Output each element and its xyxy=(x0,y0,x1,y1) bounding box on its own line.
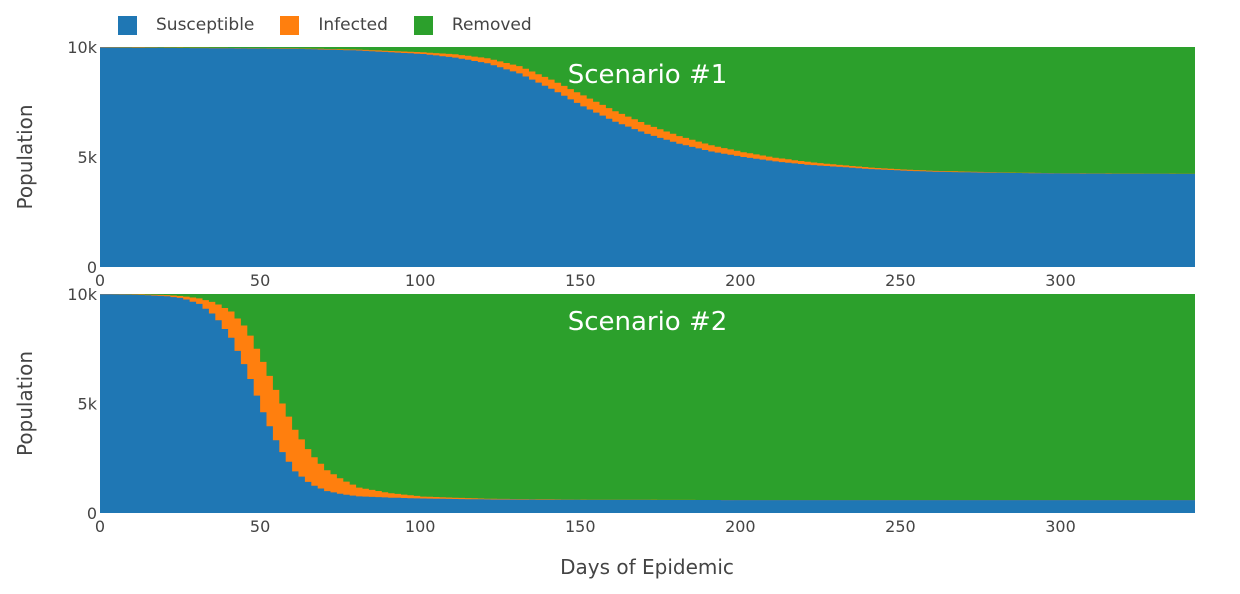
legend-item-susceptible[interactable]: Susceptible xyxy=(118,15,254,35)
panel-title: Scenario #2 xyxy=(568,307,728,337)
x-tick-label-250: 250 xyxy=(885,517,916,536)
x-tick-label-50: 50 xyxy=(250,517,270,536)
y-axis-title: Population xyxy=(13,351,37,456)
x-tick-label-100: 100 xyxy=(405,517,436,536)
x-tick-label-300: 300 xyxy=(1045,271,1076,290)
legend-label-removed: Removed xyxy=(451,15,532,35)
x-tick-label-0: 0 xyxy=(95,517,105,536)
y-tick-label-10k: 10k xyxy=(67,285,97,304)
legend-swatch-infected xyxy=(280,15,300,35)
legend-label-susceptible: Susceptible xyxy=(156,15,255,35)
legend-item-infected[interactable]: Infected xyxy=(280,15,388,35)
y-axis-title: Population xyxy=(13,104,37,209)
y-tick-label-5k: 5k xyxy=(78,395,98,414)
panel-scenario-2: Scenario #2 0 50 100 150 200 250 300 0 5k 10k Popul… xyxy=(13,285,1195,536)
y-tick-label-0: 0 xyxy=(87,258,97,277)
legend-label-infected: Infected xyxy=(318,15,388,35)
x-tick-label-150: 150 xyxy=(565,271,596,290)
x-tick-label-200: 200 xyxy=(725,271,756,290)
y-tick-label-5k: 5k xyxy=(78,148,98,167)
legend-swatch-susceptible xyxy=(118,15,137,35)
panel-title: Scenario #1 xyxy=(568,60,728,90)
x-tick-label-0: 0 xyxy=(95,271,105,290)
x-tick-label-50: 50 xyxy=(250,271,270,290)
panel-scenario-1: Scenario #1 0 50 100 150 200 250 300 0 5k 10k Popul… xyxy=(13,38,1195,290)
x-tick-label-200: 200 xyxy=(725,517,756,536)
x-tick-label-150: 150 xyxy=(565,517,596,536)
y-tick-label-10k: 10k xyxy=(67,38,97,57)
x-tick-label-100: 100 xyxy=(405,271,436,290)
x-axis-title: Days of Epidemic xyxy=(560,555,734,579)
legend: Susceptible Infected Removed xyxy=(118,12,558,38)
legend-item-removed[interactable]: Removed xyxy=(413,15,532,35)
legend-swatch-removed xyxy=(413,15,433,35)
susceptible-area xyxy=(100,47,1195,268)
x-tick-label-300: 300 xyxy=(1045,517,1076,536)
x-tick-label-250: 250 xyxy=(885,271,916,290)
susceptible-area xyxy=(100,294,1195,513)
y-tick-label-0: 0 xyxy=(87,504,97,523)
